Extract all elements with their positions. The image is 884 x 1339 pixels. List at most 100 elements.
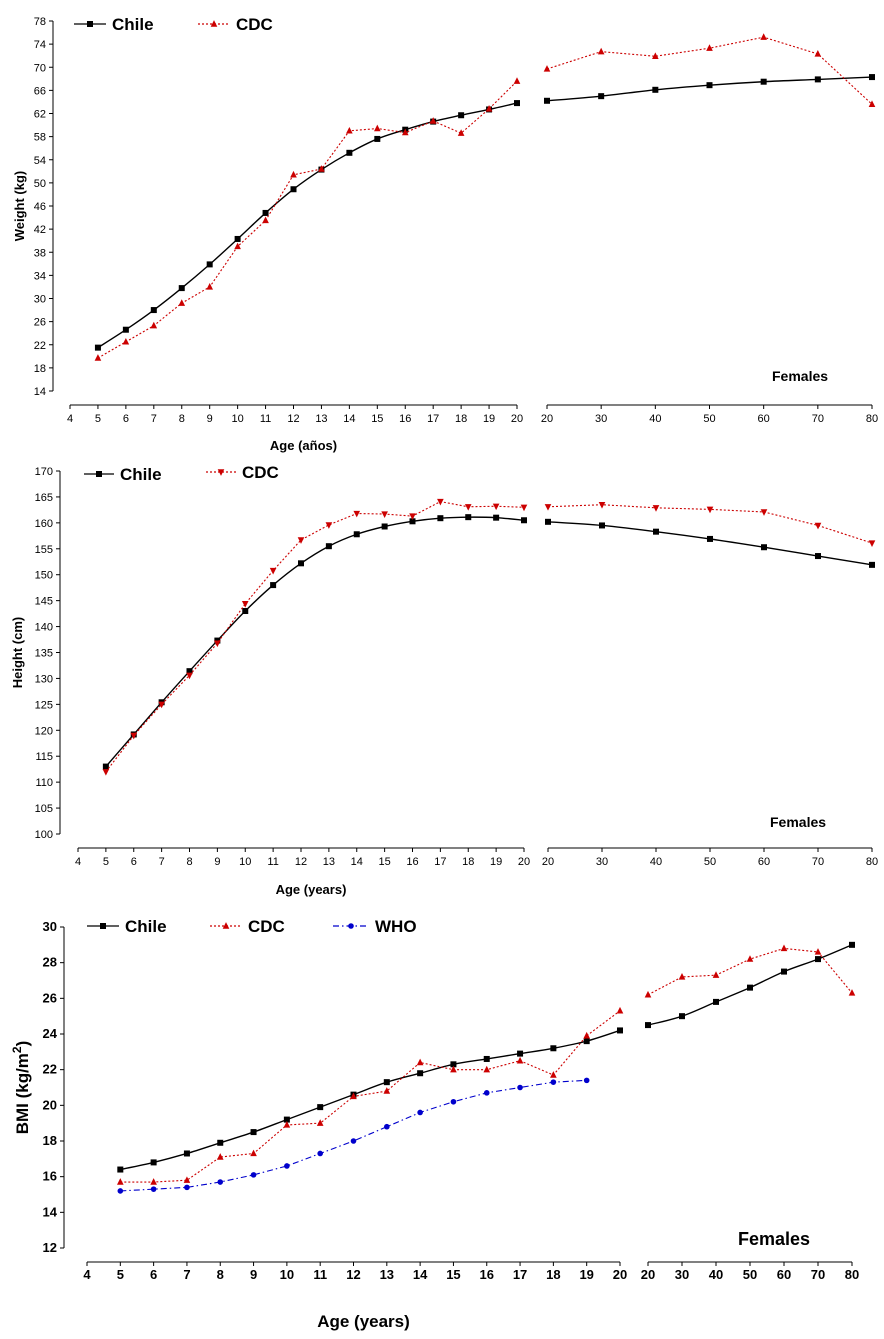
y-tick-label: 18 xyxy=(34,363,46,375)
data-point xyxy=(374,124,381,132)
panel-annotation: Females xyxy=(738,1229,810,1249)
x-tick-label: 20 xyxy=(542,856,554,868)
data-point xyxy=(781,968,787,975)
series-line-left xyxy=(97,80,518,359)
y-tick-label: 150 xyxy=(35,570,53,582)
x-tick-label: 70 xyxy=(811,1267,825,1282)
y-tick-label: 26 xyxy=(43,990,57,1005)
series-cdc xyxy=(94,33,876,361)
x-tick-label: 40 xyxy=(650,856,662,868)
data-point xyxy=(520,504,528,512)
data-point xyxy=(544,504,552,511)
data-point xyxy=(262,216,269,224)
data-point xyxy=(374,135,381,142)
data-point xyxy=(417,1109,423,1116)
y-tick-label: 12 xyxy=(43,1240,57,1255)
data-point xyxy=(707,535,713,542)
y-tick-label: 70 xyxy=(34,62,46,74)
x-tick-label: 11 xyxy=(260,413,271,425)
data-point xyxy=(678,973,686,980)
data-point xyxy=(815,553,821,560)
series-cdc xyxy=(117,944,856,1185)
y-tick-label: 30 xyxy=(43,919,57,934)
data-point xyxy=(318,165,325,172)
x-tick-label: 19 xyxy=(579,1267,593,1282)
data-point xyxy=(150,1159,157,1166)
series-who xyxy=(117,1077,590,1194)
legend-item-cdc: CDC xyxy=(198,15,273,34)
data-point xyxy=(381,511,388,518)
data-point xyxy=(599,522,605,529)
x-tick-label: 8 xyxy=(186,856,192,868)
y-tick-label: 105 xyxy=(35,803,53,815)
legend-marker xyxy=(217,469,225,476)
series-chile xyxy=(94,74,875,351)
data-point xyxy=(269,567,277,575)
data-point xyxy=(868,100,876,107)
data-point xyxy=(317,1104,324,1111)
data-point xyxy=(457,129,465,136)
data-point xyxy=(814,50,822,57)
series-line-right xyxy=(546,76,873,102)
data-point xyxy=(353,510,361,518)
data-point xyxy=(290,186,297,193)
y-tick-label: 14 xyxy=(34,386,46,398)
x-tick-label: 18 xyxy=(546,1267,560,1282)
chart-height: 1001051101151201251301351401451501551601… xyxy=(10,463,878,897)
x-axis-label: Age (años) xyxy=(270,438,337,453)
data-point xyxy=(429,117,437,124)
data-point xyxy=(747,984,753,991)
data-point xyxy=(761,544,767,551)
series-line-left xyxy=(120,1079,587,1192)
legend-label: WHO xyxy=(375,917,417,936)
x-tick-label: 13 xyxy=(323,856,335,868)
data-point xyxy=(217,1179,224,1185)
data-point xyxy=(644,990,652,998)
series-line-left xyxy=(120,1029,621,1171)
legend-item-chile: Chile xyxy=(74,15,154,34)
y-tick-label: 78 xyxy=(34,16,46,28)
series-chile xyxy=(102,514,875,770)
y-tick-label: 165 xyxy=(35,492,53,504)
data-point xyxy=(217,1139,224,1146)
data-point xyxy=(325,522,333,529)
x-tick-label: 7 xyxy=(183,1267,190,1282)
x-tick-label: 7 xyxy=(159,856,165,868)
data-point xyxy=(450,1098,457,1105)
data-point xyxy=(346,126,353,134)
data-point xyxy=(545,518,551,525)
data-point xyxy=(183,1176,191,1183)
y-tick-label: 46 xyxy=(34,201,46,213)
y-tick-label: 50 xyxy=(34,178,46,190)
data-point xyxy=(409,513,416,521)
data-point xyxy=(186,668,193,675)
data-point xyxy=(616,1006,624,1014)
data-point xyxy=(250,1129,257,1136)
data-point xyxy=(679,1013,685,1020)
series-chile xyxy=(117,941,855,1173)
x-tick-label: 6 xyxy=(131,856,137,868)
x-tick-label: 5 xyxy=(95,413,101,425)
data-point xyxy=(869,561,875,568)
legend-item-cdc: CDC xyxy=(210,917,285,936)
data-point xyxy=(814,522,822,530)
data-point xyxy=(597,47,605,55)
data-point xyxy=(517,1084,523,1091)
y-axis-label-close: ) xyxy=(13,1041,32,1047)
data-point xyxy=(450,1065,457,1073)
x-tick-label: 20 xyxy=(518,856,530,868)
data-point xyxy=(316,1119,324,1126)
data-point xyxy=(94,344,101,351)
x-tick-label: 14 xyxy=(343,413,355,425)
y-tick-label: 24 xyxy=(43,1026,58,1041)
x-tick-label: 10 xyxy=(280,1267,294,1282)
data-point xyxy=(117,1166,124,1173)
data-point xyxy=(652,52,659,59)
y-tick-label: 100 xyxy=(35,829,53,841)
data-point xyxy=(706,44,713,51)
data-point xyxy=(206,261,213,268)
y-tick-label: 18 xyxy=(43,1133,57,1148)
x-tick-label: 17 xyxy=(427,413,439,425)
data-point xyxy=(384,1123,390,1130)
